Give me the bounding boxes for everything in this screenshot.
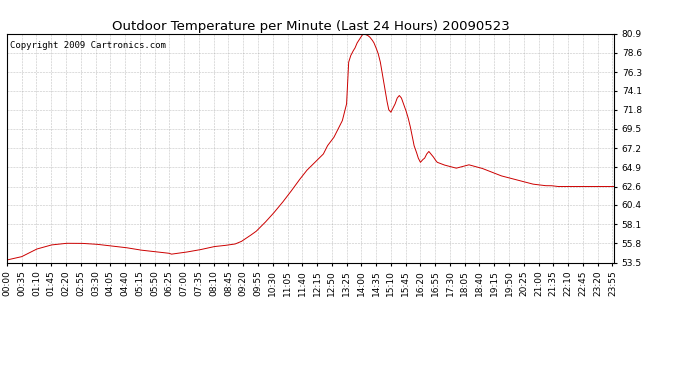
Title: Outdoor Temperature per Minute (Last 24 Hours) 20090523: Outdoor Temperature per Minute (Last 24 … [112,20,509,33]
Text: Copyright 2009 Cartronics.com: Copyright 2009 Cartronics.com [10,40,166,50]
